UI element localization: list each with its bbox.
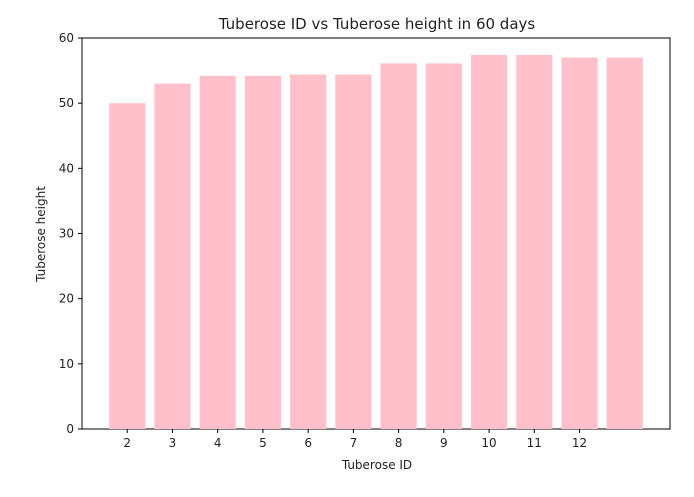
y-tick-label: 30	[59, 227, 74, 241]
bar-8	[380, 63, 417, 429]
bar-5	[244, 75, 282, 430]
x-tick-label: 3	[169, 436, 177, 450]
x-tick-label: 7	[350, 436, 358, 450]
bar-series	[109, 54, 643, 430]
bar-11	[516, 54, 553, 430]
bar-7	[335, 74, 372, 429]
x-axis: 2 3 4 5 6 7 8 9 10 11 12	[123, 429, 587, 450]
y-axis-label: Tuberose height	[34, 186, 48, 283]
x-tick-label: 2	[123, 436, 131, 450]
y-tick-label: 20	[59, 292, 74, 306]
bar-9	[425, 63, 462, 429]
x-tick-label: 10	[481, 436, 496, 450]
y-axis: 0 10 20 30 40 50 60	[59, 31, 82, 436]
x-axis-label: Tuberose ID	[341, 458, 412, 472]
y-tick-label: 10	[59, 357, 74, 371]
x-tick-label: 9	[440, 436, 448, 450]
y-tick-label: 60	[59, 31, 74, 45]
y-tick-label: 40	[59, 161, 74, 175]
x-tick-label: 8	[395, 436, 403, 450]
x-tick-label: 12	[572, 436, 587, 450]
bar-extra-11	[606, 57, 643, 430]
y-tick-label: 0	[66, 422, 74, 436]
bar-4	[199, 75, 236, 430]
x-tick-label: 4	[214, 436, 222, 450]
y-tick-label: 50	[59, 96, 74, 110]
bar-6	[290, 74, 327, 429]
x-tick-label: 11	[527, 436, 542, 450]
bar-2	[109, 103, 146, 430]
chart-title: Tuberose ID vs Tuberose height in 60 day…	[218, 15, 536, 33]
bar-10	[470, 54, 508, 430]
bar-3	[154, 83, 191, 429]
x-tick-label: 5	[259, 436, 267, 450]
x-tick-label: 6	[304, 436, 312, 450]
bar-12	[561, 57, 598, 430]
